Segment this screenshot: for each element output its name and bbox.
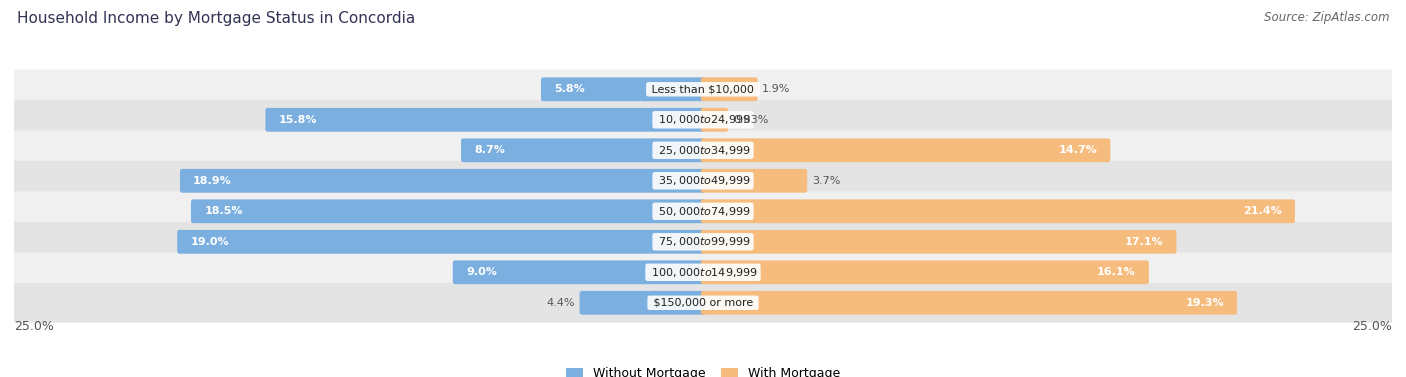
- FancyBboxPatch shape: [10, 222, 1396, 262]
- FancyBboxPatch shape: [10, 100, 1396, 139]
- Text: 21.4%: 21.4%: [1243, 206, 1282, 216]
- FancyBboxPatch shape: [700, 261, 1149, 284]
- FancyBboxPatch shape: [177, 230, 706, 254]
- FancyBboxPatch shape: [191, 199, 706, 223]
- Text: $100,000 to $149,999: $100,000 to $149,999: [648, 266, 758, 279]
- Text: 25.0%: 25.0%: [14, 320, 53, 333]
- Text: 15.8%: 15.8%: [278, 115, 318, 125]
- Text: 16.1%: 16.1%: [1097, 267, 1136, 277]
- Text: $150,000 or more: $150,000 or more: [650, 298, 756, 308]
- Text: 14.7%: 14.7%: [1059, 145, 1097, 155]
- Text: 19.0%: 19.0%: [190, 237, 229, 247]
- FancyBboxPatch shape: [700, 108, 728, 132]
- FancyBboxPatch shape: [10, 283, 1396, 323]
- FancyBboxPatch shape: [10, 69, 1396, 109]
- Text: 0.83%: 0.83%: [733, 115, 768, 125]
- Text: 1.9%: 1.9%: [762, 84, 790, 94]
- Text: $50,000 to $74,999: $50,000 to $74,999: [655, 205, 751, 218]
- FancyBboxPatch shape: [700, 169, 807, 193]
- FancyBboxPatch shape: [10, 161, 1396, 201]
- FancyBboxPatch shape: [10, 130, 1396, 170]
- FancyBboxPatch shape: [453, 261, 706, 284]
- FancyBboxPatch shape: [579, 291, 706, 315]
- Text: 9.0%: 9.0%: [465, 267, 496, 277]
- Text: 18.5%: 18.5%: [204, 206, 243, 216]
- FancyBboxPatch shape: [700, 230, 1177, 254]
- Text: 17.1%: 17.1%: [1125, 237, 1163, 247]
- Text: Less than $10,000: Less than $10,000: [648, 84, 758, 94]
- FancyBboxPatch shape: [461, 138, 706, 162]
- Text: $25,000 to $34,999: $25,000 to $34,999: [655, 144, 751, 157]
- FancyBboxPatch shape: [700, 77, 758, 101]
- Text: 8.7%: 8.7%: [474, 145, 505, 155]
- FancyBboxPatch shape: [700, 138, 1111, 162]
- Text: 18.9%: 18.9%: [193, 176, 232, 186]
- Text: 25.0%: 25.0%: [1353, 320, 1392, 333]
- FancyBboxPatch shape: [541, 77, 706, 101]
- FancyBboxPatch shape: [266, 108, 706, 132]
- FancyBboxPatch shape: [700, 199, 1295, 223]
- Text: $10,000 to $24,999: $10,000 to $24,999: [655, 113, 751, 126]
- Text: 5.8%: 5.8%: [554, 84, 585, 94]
- Text: $75,000 to $99,999: $75,000 to $99,999: [655, 235, 751, 248]
- Text: 3.7%: 3.7%: [811, 176, 841, 186]
- Legend: Without Mortgage, With Mortgage: Without Mortgage, With Mortgage: [561, 362, 845, 377]
- FancyBboxPatch shape: [700, 291, 1237, 315]
- FancyBboxPatch shape: [10, 253, 1396, 292]
- Text: Household Income by Mortgage Status in Concordia: Household Income by Mortgage Status in C…: [17, 11, 415, 26]
- FancyBboxPatch shape: [180, 169, 706, 193]
- Text: $35,000 to $49,999: $35,000 to $49,999: [655, 174, 751, 187]
- FancyBboxPatch shape: [10, 192, 1396, 231]
- Text: 19.3%: 19.3%: [1185, 298, 1223, 308]
- Text: 4.4%: 4.4%: [547, 298, 575, 308]
- Text: Source: ZipAtlas.com: Source: ZipAtlas.com: [1264, 11, 1389, 24]
